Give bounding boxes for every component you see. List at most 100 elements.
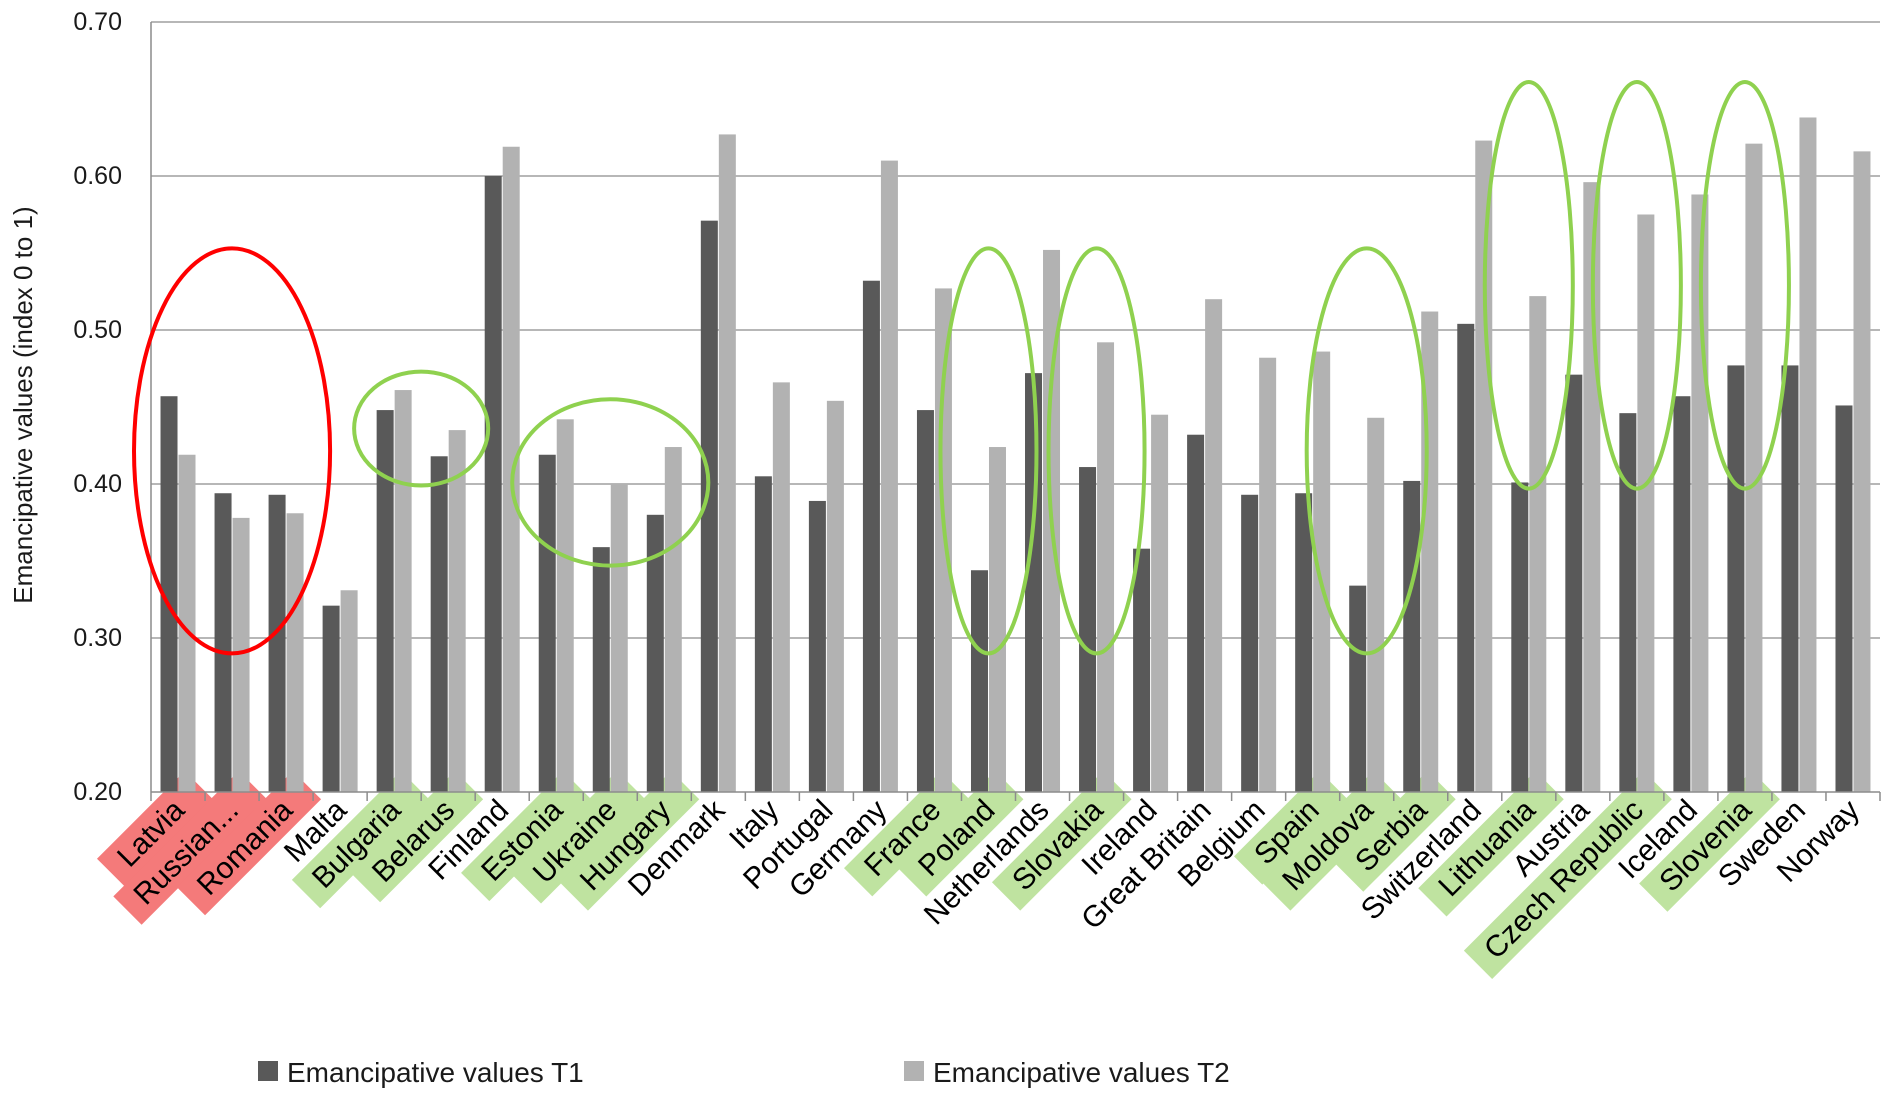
bar-t1-austria bbox=[1565, 374, 1583, 792]
bar-t1-denmark bbox=[700, 220, 718, 792]
legend-swatch-t1 bbox=[258, 1061, 278, 1081]
bar-t2-ukraine bbox=[610, 484, 628, 792]
label-band-ukraine bbox=[512, 770, 646, 904]
highlight-ellipse-estonia-hungary bbox=[510, 397, 711, 568]
bar-t2-slovakia bbox=[1097, 342, 1115, 792]
bar-t2-moldova bbox=[1367, 417, 1385, 792]
bar-t1-italy bbox=[754, 476, 772, 792]
bar-t2-great-britain bbox=[1205, 299, 1223, 792]
y-tick-labels: 0.20 0.30 0.40 0.50 0.60 0.70 bbox=[73, 8, 122, 806]
y-tick-label: 0.50 bbox=[73, 316, 122, 344]
highlight-ellipse-slovenia bbox=[1698, 80, 1791, 491]
y-axis-title: Emancipative values (index 0 to 1) bbox=[8, 206, 38, 603]
bar-t1-netherlands bbox=[1025, 373, 1043, 792]
bar-t2-finland bbox=[502, 146, 520, 793]
bar-t1-czech-republic bbox=[1619, 413, 1637, 792]
bar-t1-finland bbox=[484, 176, 502, 792]
label-band-romania bbox=[176, 770, 322, 916]
highlight-ellipse-slovakia bbox=[1046, 246, 1147, 656]
label-band-france bbox=[844, 770, 970, 897]
bar-t1-sweden bbox=[1781, 365, 1799, 792]
bar-t2-hungary bbox=[664, 447, 682, 792]
label-band-hungary bbox=[559, 770, 700, 911]
bar-t2-italy bbox=[772, 382, 790, 792]
bar-t2-belarus bbox=[448, 430, 466, 792]
bar-t1-bulgaria bbox=[376, 410, 394, 792]
bar-t1-ukraine bbox=[592, 547, 610, 792]
y-tick-label: 0.70 bbox=[73, 8, 122, 36]
label-highlight-bands bbox=[96, 770, 1780, 979]
highlight-ellipse-czech-republic bbox=[1590, 80, 1683, 491]
bar-t2-slovenia bbox=[1745, 143, 1763, 792]
legend: Emancipative values T1 Emancipative valu… bbox=[258, 1057, 1230, 1088]
bar-t1-russian bbox=[214, 493, 232, 792]
bar-t2-lithuania bbox=[1529, 296, 1547, 792]
bar-t2-bulgaria bbox=[394, 390, 412, 792]
bar-t1-portugal bbox=[808, 500, 826, 792]
bar-t1-malta bbox=[322, 605, 340, 792]
label-band-estonia bbox=[461, 770, 592, 902]
label-band-belarus bbox=[351, 770, 484, 903]
y-tick-label: 0.40 bbox=[73, 470, 122, 498]
bar-t2-czech-republic bbox=[1637, 214, 1655, 792]
highlight-ellipse-poland bbox=[938, 246, 1039, 656]
bar-t2-switzerland bbox=[1475, 140, 1493, 792]
bar-t2-sweden bbox=[1799, 117, 1817, 793]
legend-swatch-t2 bbox=[904, 1061, 924, 1081]
legend-label-t1: Emancipative values T1 bbox=[287, 1057, 584, 1088]
label-band-poland bbox=[898, 770, 1024, 897]
bar-t2-austria bbox=[1583, 182, 1601, 792]
bar-t1-poland bbox=[970, 570, 988, 792]
bar-t2-denmark bbox=[718, 134, 736, 793]
bar-t1-lithuania bbox=[1511, 482, 1529, 792]
label-band-slovenia bbox=[1639, 770, 1780, 912]
label-band-spain bbox=[1233, 770, 1348, 885]
bar-t1-hungary bbox=[646, 514, 664, 792]
bar-t1-belarus bbox=[430, 456, 448, 792]
bar-t1-switzerland bbox=[1457, 323, 1475, 792]
bar-t2-latvia bbox=[178, 454, 196, 792]
label-band-russian bbox=[113, 770, 268, 925]
bar-t2-ireland bbox=[1151, 414, 1169, 792]
bar-t2-belgium bbox=[1259, 357, 1277, 792]
y-tick-label: 0.30 bbox=[73, 624, 122, 652]
bar-t2-poland bbox=[988, 447, 1006, 792]
bar-t1-great-britain bbox=[1187, 434, 1205, 792]
bar-t1-france bbox=[916, 410, 934, 792]
highlight-ellipse-lithuania bbox=[1482, 80, 1575, 491]
bar-t1-iceland bbox=[1673, 396, 1691, 792]
bar-t2-malta bbox=[340, 590, 358, 792]
legend-label-t2: Emancipative values T2 bbox=[933, 1057, 1230, 1088]
y-tick-label: 0.20 bbox=[73, 778, 122, 806]
bar-t1-romania bbox=[268, 494, 286, 792]
label-band-czech-republic bbox=[1463, 770, 1672, 979]
label-band-lithuania bbox=[1418, 770, 1564, 917]
highlight-ellipse-red-latvia-romania bbox=[132, 246, 333, 656]
highlight-ellipse-bulgaria-belarus bbox=[352, 369, 491, 488]
y-tick-label: 0.60 bbox=[73, 162, 122, 190]
bar-t1-belgium bbox=[1241, 494, 1259, 792]
bar-t2-norway bbox=[1853, 151, 1871, 793]
label-band-latvia bbox=[96, 770, 213, 887]
bar-t1-estonia bbox=[538, 454, 556, 792]
bar-t1-spain bbox=[1295, 493, 1313, 792]
label-band-moldova bbox=[1262, 770, 1402, 911]
bar-t2-estonia bbox=[556, 419, 574, 792]
bar-t2-romania bbox=[286, 513, 304, 792]
bar-t2-portugal bbox=[826, 400, 844, 792]
highlight-ellipse-moldova bbox=[1304, 246, 1429, 656]
label-band-serbia bbox=[1334, 770, 1456, 892]
axes bbox=[150, 22, 1881, 801]
bar-t1-norway bbox=[1835, 405, 1853, 792]
bar-t1-ireland bbox=[1133, 548, 1151, 792]
highlight-ellipses bbox=[132, 80, 1791, 656]
label-band-bulgaria bbox=[291, 770, 430, 909]
bar-t1-slovakia bbox=[1079, 467, 1097, 792]
bar-t2-russian bbox=[232, 517, 250, 792]
bar-t2-germany bbox=[880, 160, 898, 793]
bar-t1-latvia bbox=[160, 396, 178, 792]
bar-t1-moldova bbox=[1349, 585, 1367, 792]
bars bbox=[160, 117, 1871, 793]
bar-t1-slovenia bbox=[1727, 365, 1745, 792]
